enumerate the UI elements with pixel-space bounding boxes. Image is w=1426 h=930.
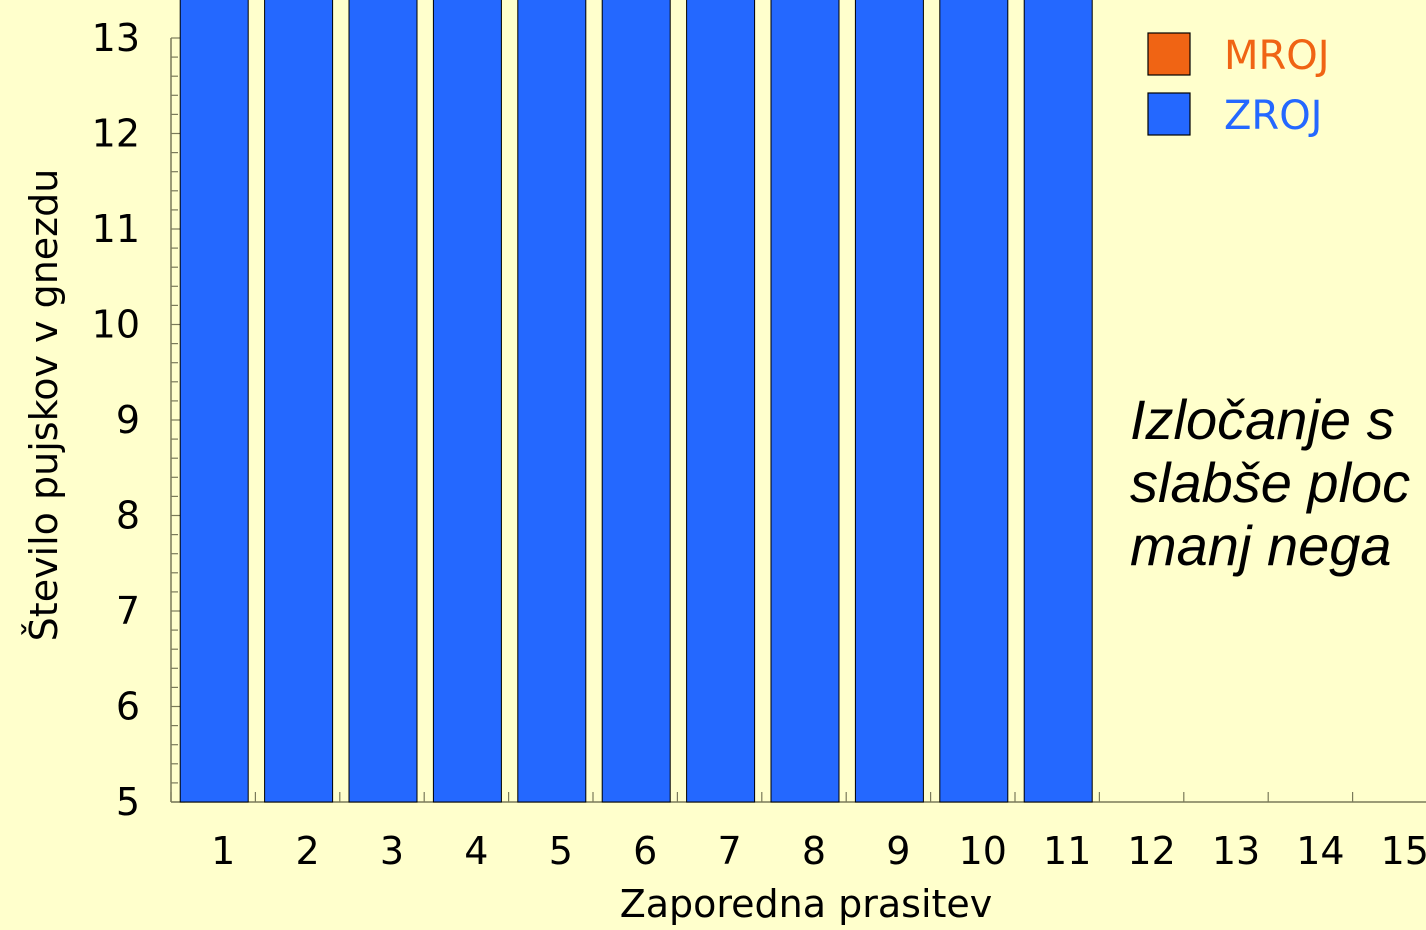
bar-zroj — [601, 0, 671, 803]
y-tick-label: 13 — [92, 16, 140, 60]
y-tick-label: 10 — [92, 303, 140, 347]
x-tick-label: 11 — [1043, 829, 1091, 873]
y-tick-label: 8 — [116, 494, 140, 538]
x-tick-label: 4 — [464, 829, 488, 873]
legend-swatch-mroj — [1147, 32, 1191, 76]
x-tick-label: 2 — [296, 829, 320, 873]
chart-annotation: Izločanje s slabše ploc manj nega — [1130, 388, 1410, 577]
y-tick-label: 9 — [116, 398, 140, 442]
legend-label-zroj: ZROJ — [1224, 93, 1322, 139]
x-tick-label: 7 — [718, 829, 742, 873]
x-tick-label: 12 — [1127, 829, 1175, 873]
x-tick-label: 1 — [211, 829, 235, 873]
legend-label-mroj: MROJ — [1224, 33, 1330, 79]
bar-zroj — [686, 0, 756, 803]
bar-zroj — [939, 0, 1009, 803]
x-tick-label: 5 — [549, 829, 573, 873]
legend-swatch-zroj — [1147, 92, 1191, 136]
bar-zroj — [348, 0, 418, 803]
y-axis-title: Število pujskov v gnezdu — [22, 169, 66, 642]
bar-zroj — [179, 0, 249, 803]
bar-zroj — [432, 0, 502, 803]
y-tick-label: 11 — [92, 207, 140, 251]
x-tick-label: 8 — [802, 829, 826, 873]
y-tick-label: 6 — [116, 685, 140, 729]
annotation-line-3: manj nega — [1130, 514, 1392, 577]
y-tick-label: 7 — [116, 589, 140, 633]
x-tick-label: 15 — [1381, 829, 1426, 873]
x-tick-label: 10 — [959, 829, 1007, 873]
x-tick-label: 13 — [1212, 829, 1260, 873]
bar-zroj — [517, 0, 587, 803]
annotation-line-2: slabše ploc — [1130, 451, 1411, 514]
y-tick-label: 12 — [92, 112, 140, 156]
y-tick-label: 5 — [116, 780, 140, 824]
annotation-line-1: Izločanje s — [1130, 388, 1395, 451]
x-tick-label: 14 — [1296, 829, 1344, 873]
x-tick-label: 3 — [380, 829, 404, 873]
bar-zroj — [1023, 0, 1093, 803]
x-axis-title: Zaporedna prasitev — [620, 882, 993, 926]
bar-zroj — [770, 0, 840, 803]
x-tick-label: 6 — [633, 829, 657, 873]
bar-zroj — [264, 0, 334, 803]
x-tick-label: 9 — [886, 829, 910, 873]
bar-zroj — [854, 0, 924, 803]
